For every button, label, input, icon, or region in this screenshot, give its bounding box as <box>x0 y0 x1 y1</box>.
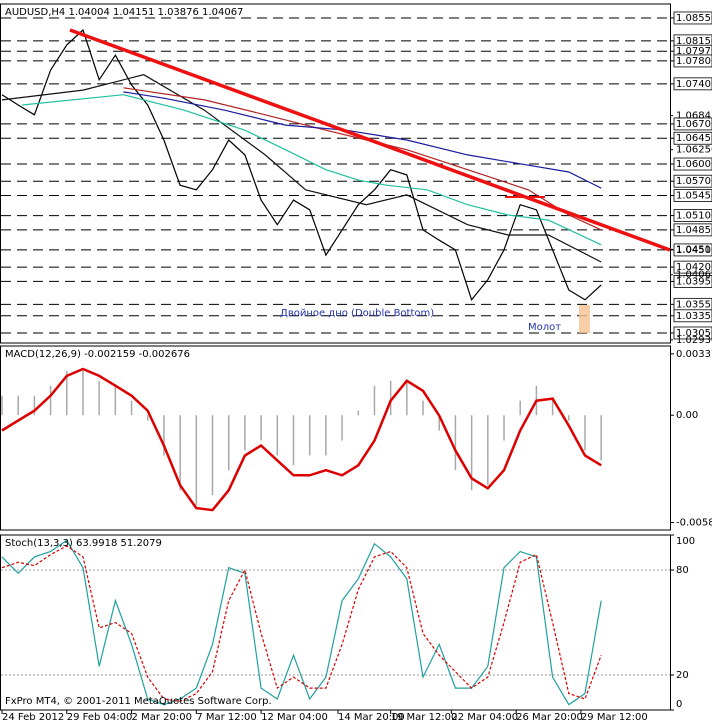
price-label-box <box>673 157 712 171</box>
x-tick-label: 22 Mar 04:00 <box>451 712 518 723</box>
pattern-annotation: Молот <box>528 322 561 333</box>
minor-y-tick-label: 1.06250 <box>676 145 712 156</box>
y-tick-label: 80 <box>676 565 689 576</box>
x-tick-label: 19 Mar 12:00 <box>391 712 458 723</box>
x-tick-label: 26 Mar 20:00 <box>516 712 583 723</box>
x-tick-label: 29 Feb 04:00 <box>67 712 133 723</box>
y-tick-label: 1.06450 <box>676 133 712 144</box>
series-line <box>123 91 602 189</box>
panel-title: Stoch(13,3,3) 63.9918 51.2079 <box>5 538 162 549</box>
y-tick-label: 1.04500 <box>676 245 712 256</box>
y-tick-label: 1.06700 <box>676 119 712 130</box>
pattern-annotation: Двойное дно (Double Bottom) <box>280 308 434 319</box>
price-label-box <box>673 326 712 340</box>
y-tick-label: 1.07800 <box>676 56 712 67</box>
minor-y-tick-label: 1.06845 <box>676 111 712 122</box>
series-line <box>1 28 602 302</box>
trend-line <box>69 28 671 252</box>
price-label-box <box>673 243 712 257</box>
price-label-box <box>673 174 712 188</box>
series-line <box>1 539 602 706</box>
x-tick-label: 2 Mar 20:00 <box>132 712 192 723</box>
panel-frame <box>0 3 671 344</box>
series-line <box>22 94 602 246</box>
y-tick-label: 1.07970 <box>676 46 712 57</box>
y-tick-label: 20 <box>676 670 689 681</box>
series-line <box>1 545 602 702</box>
y-tick-label: 1.03050 <box>676 328 712 339</box>
x-tick-label: 14 Mar 20:00 <box>338 712 405 723</box>
y-tick-label: 1.03350 <box>676 311 712 322</box>
y-tick-label: 0 <box>676 699 682 710</box>
y-tick-label: 1.05450 <box>676 191 712 202</box>
series-line <box>1 367 602 512</box>
price-label-box <box>673 131 712 145</box>
y-tick-label: 0.00 <box>676 410 698 421</box>
minor-y-tick-label: 1.04067 <box>676 270 712 281</box>
y-tick-label: 0.00337 <box>676 349 712 360</box>
y-tick-label: 1.07400 <box>676 79 712 90</box>
price-label-box <box>673 77 712 91</box>
y-tick-label: 1.08550 <box>676 13 712 24</box>
panel-frame <box>0 345 671 531</box>
price-label-box <box>673 260 712 274</box>
hammer-highlight <box>579 305 590 333</box>
price-label-box <box>673 209 712 222</box>
x-tick-label: 7 Mar 12:00 <box>196 712 256 723</box>
y-tick-label: 1.06000 <box>676 159 712 170</box>
copyright: FxPro MT4, © 2001-2011 MetaQuotes Softwa… <box>5 696 272 707</box>
x-tick-label: 29 Mar 12:00 <box>581 712 648 723</box>
chart-layer: 1.08550 1.081501.079701.07800 1.07400 1.067… <box>0 3 712 723</box>
y-tick-label: 1.04200 <box>676 262 712 273</box>
price-label-box <box>673 54 712 68</box>
y-tick-label: -0.00589 <box>676 518 712 529</box>
panel-frame <box>0 534 671 711</box>
price-label-box <box>673 223 712 237</box>
series-line <box>1 74 602 263</box>
price-label-box <box>673 117 712 131</box>
y-tick-label: 1.05700 <box>676 176 712 187</box>
y-tick-label: 1.05100 <box>676 211 712 222</box>
y-tick-label: 100 <box>676 536 695 547</box>
y-tick-label: 1.03950 <box>676 276 712 287</box>
price-label-box <box>673 309 712 323</box>
y-tick-label: 1.03550 <box>676 299 712 310</box>
price-label-box <box>673 275 712 288</box>
y-tick-label: 1.04850 <box>676 225 712 236</box>
price-label-box <box>673 189 712 202</box>
minor-y-tick-label: 1.04510 <box>676 244 712 255</box>
y-tick-label: 1.08150 <box>676 36 712 47</box>
minor-y-tick-label: 1.02930 <box>676 335 712 346</box>
panel-title: MACD(12,26,9) -0.002159 -0.002676 <box>5 349 190 360</box>
price-label-box <box>673 11 712 25</box>
panel-title: AUDUSD,H4 1.04004 1.04151 1.03876 1.0406… <box>5 7 243 18</box>
x-tick-label: 24 Feb 2012 <box>2 712 64 723</box>
x-tick-label: 12 Mar 04:00 <box>261 712 328 723</box>
